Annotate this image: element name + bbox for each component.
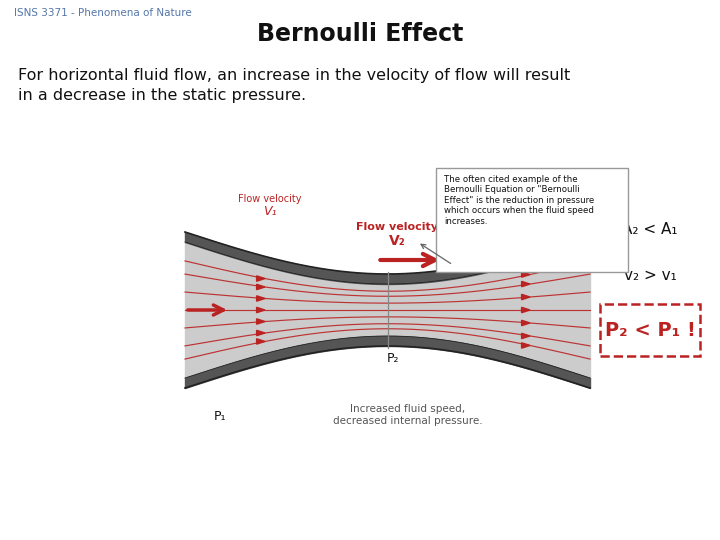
Text: Flow velocity: Flow velocity — [356, 222, 438, 232]
Polygon shape — [256, 339, 265, 344]
Polygon shape — [256, 307, 265, 313]
FancyBboxPatch shape — [436, 168, 628, 272]
Text: For horizontal fluid flow, an increase in the velocity of flow will result: For horizontal fluid flow, an increase i… — [18, 68, 570, 83]
Text: in a decrease in the static pressure.: in a decrease in the static pressure. — [18, 88, 306, 103]
Polygon shape — [521, 320, 530, 326]
FancyBboxPatch shape — [600, 304, 700, 356]
Polygon shape — [521, 294, 530, 300]
Polygon shape — [256, 319, 265, 324]
Text: P₂: P₂ — [386, 352, 399, 365]
Text: v₂ > v₁: v₂ > v₁ — [624, 267, 676, 282]
Polygon shape — [521, 272, 530, 277]
Text: P₁: P₁ — [214, 410, 226, 423]
Polygon shape — [256, 296, 265, 301]
Text: Increased fluid speed,
decreased internal pressure.: Increased fluid speed, decreased interna… — [333, 404, 482, 426]
Polygon shape — [256, 284, 265, 289]
Polygon shape — [521, 307, 530, 313]
Polygon shape — [521, 343, 530, 348]
Polygon shape — [521, 281, 530, 287]
Text: ISNS 3371 - Phenomena of Nature: ISNS 3371 - Phenomena of Nature — [14, 8, 192, 18]
Polygon shape — [256, 276, 265, 281]
Text: V₂: V₂ — [389, 234, 406, 248]
Text: Flow velocity: Flow velocity — [238, 194, 302, 204]
Text: A₂ < A₁: A₂ < A₁ — [622, 222, 678, 238]
Text: The often cited example of the
Bernoulli Equation or "Bernoulli
Effect" is the r: The often cited example of the Bernoulli… — [444, 175, 594, 226]
Polygon shape — [521, 333, 530, 339]
Text: V₁: V₁ — [264, 205, 276, 218]
Text: Bernoulli Effect: Bernoulli Effect — [257, 22, 463, 46]
Text: P₂ < P₁ !: P₂ < P₁ ! — [605, 321, 696, 340]
Polygon shape — [256, 330, 265, 336]
